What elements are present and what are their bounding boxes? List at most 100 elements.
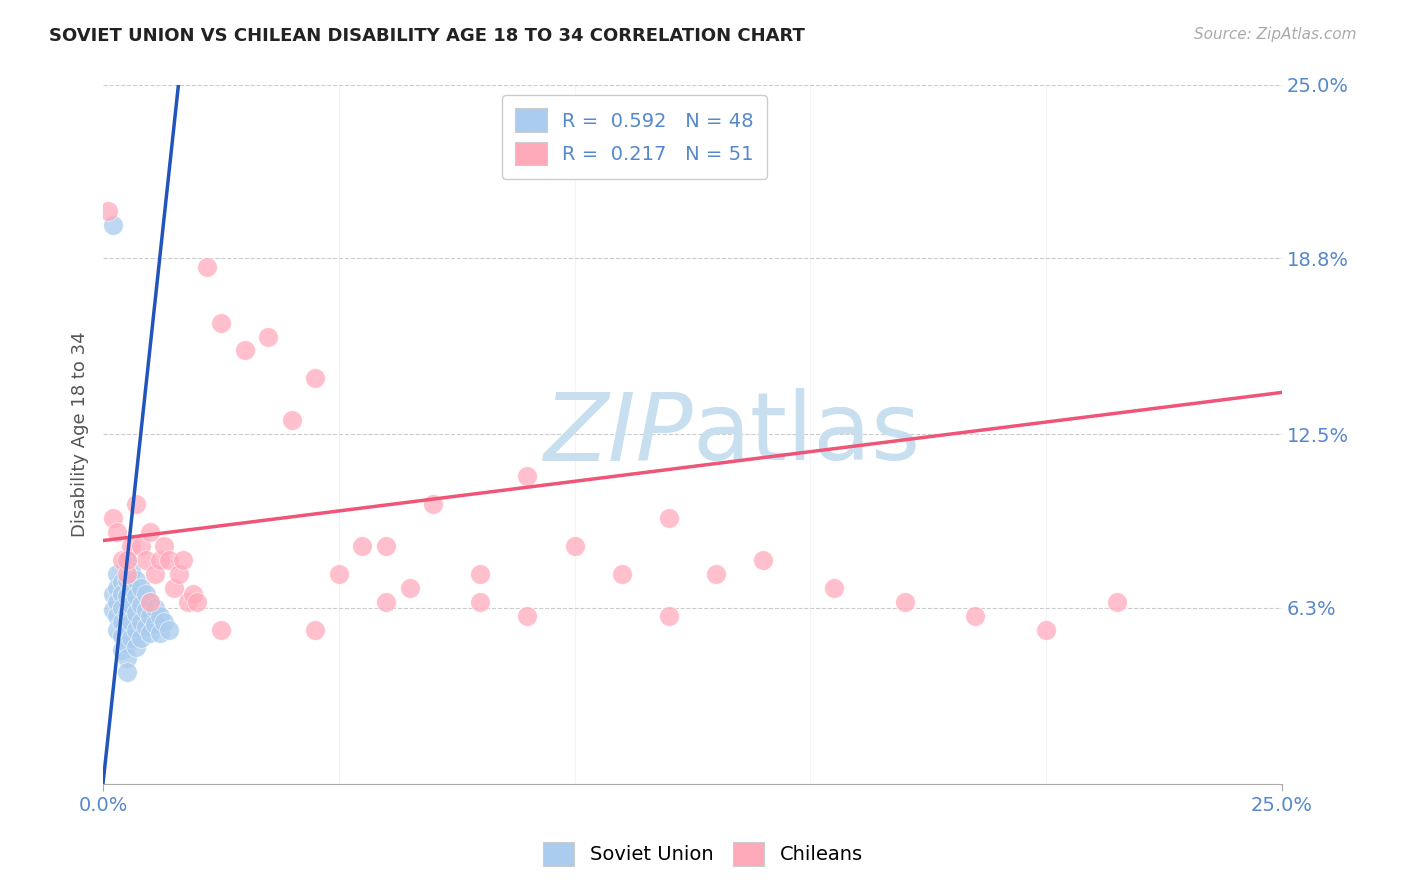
Point bbox=[129, 632, 152, 646]
Point bbox=[129, 615, 152, 629]
Point bbox=[257, 329, 280, 343]
Point bbox=[139, 609, 162, 624]
Text: atlas: atlas bbox=[693, 388, 921, 481]
Point bbox=[115, 623, 138, 637]
Point bbox=[143, 567, 166, 582]
Point bbox=[120, 598, 142, 612]
Point bbox=[125, 640, 148, 654]
Point bbox=[111, 600, 134, 615]
Point bbox=[135, 587, 157, 601]
Point bbox=[157, 623, 180, 637]
Point bbox=[143, 600, 166, 615]
Point bbox=[135, 603, 157, 617]
Point bbox=[111, 642, 134, 657]
Point bbox=[129, 581, 152, 595]
Point bbox=[375, 539, 398, 553]
Point bbox=[115, 665, 138, 679]
Point bbox=[115, 573, 138, 587]
Point bbox=[139, 595, 162, 609]
Point bbox=[149, 609, 172, 624]
Point bbox=[101, 511, 124, 525]
Point bbox=[375, 595, 398, 609]
Y-axis label: Disability Age 18 to 34: Disability Age 18 to 34 bbox=[72, 332, 89, 537]
Point bbox=[328, 567, 350, 582]
Point bbox=[139, 595, 162, 609]
Point bbox=[157, 553, 180, 567]
Point bbox=[101, 587, 124, 601]
Point bbox=[125, 623, 148, 637]
Point bbox=[149, 553, 172, 567]
Point bbox=[516, 469, 538, 483]
Point bbox=[516, 609, 538, 624]
Point bbox=[139, 625, 162, 640]
Point bbox=[125, 590, 148, 604]
Point bbox=[105, 623, 128, 637]
Point bbox=[105, 525, 128, 540]
Point bbox=[135, 620, 157, 634]
Point bbox=[120, 581, 142, 595]
Point bbox=[398, 581, 420, 595]
Point bbox=[1035, 623, 1057, 637]
Point bbox=[304, 623, 326, 637]
Point bbox=[115, 553, 138, 567]
Point bbox=[105, 567, 128, 582]
Point bbox=[186, 595, 208, 609]
Point bbox=[752, 553, 775, 567]
Text: ZIP: ZIP bbox=[543, 389, 693, 480]
Point bbox=[610, 567, 633, 582]
Point bbox=[105, 595, 128, 609]
Legend: Soviet Union, Chileans: Soviet Union, Chileans bbox=[536, 834, 870, 873]
Point bbox=[823, 581, 845, 595]
Legend: R =  0.592   N = 48, R =  0.217   N = 51: R = 0.592 N = 48, R = 0.217 N = 51 bbox=[502, 95, 768, 179]
Point bbox=[564, 539, 586, 553]
Point bbox=[143, 617, 166, 632]
Point bbox=[658, 609, 681, 624]
Point bbox=[105, 609, 128, 624]
Point bbox=[965, 609, 987, 624]
Point bbox=[111, 629, 134, 643]
Point bbox=[115, 553, 138, 567]
Point bbox=[167, 567, 190, 582]
Point bbox=[115, 590, 138, 604]
Point bbox=[209, 623, 232, 637]
Point bbox=[129, 539, 152, 553]
Point bbox=[153, 615, 176, 629]
Point bbox=[658, 511, 681, 525]
Point bbox=[101, 218, 124, 232]
Point bbox=[125, 573, 148, 587]
Point bbox=[115, 606, 138, 620]
Point bbox=[129, 598, 152, 612]
Point bbox=[352, 539, 374, 553]
Point bbox=[304, 371, 326, 385]
Point bbox=[181, 587, 204, 601]
Point bbox=[280, 413, 302, 427]
Point bbox=[209, 316, 232, 330]
Point bbox=[120, 564, 142, 578]
Point bbox=[470, 567, 492, 582]
Point bbox=[125, 606, 148, 620]
Point bbox=[120, 632, 142, 646]
Point bbox=[97, 203, 120, 218]
Point bbox=[111, 615, 134, 629]
Point bbox=[172, 553, 194, 567]
Point bbox=[125, 497, 148, 511]
Point bbox=[111, 575, 134, 590]
Point bbox=[135, 553, 157, 567]
Point bbox=[149, 625, 172, 640]
Point bbox=[115, 567, 138, 582]
Point bbox=[422, 497, 444, 511]
Point bbox=[139, 525, 162, 540]
Point bbox=[163, 581, 186, 595]
Point bbox=[177, 595, 200, 609]
Point bbox=[120, 539, 142, 553]
Point bbox=[233, 343, 256, 358]
Point bbox=[101, 603, 124, 617]
Point bbox=[111, 553, 134, 567]
Text: Source: ZipAtlas.com: Source: ZipAtlas.com bbox=[1194, 27, 1357, 42]
Point bbox=[153, 539, 176, 553]
Point bbox=[1105, 595, 1128, 609]
Point bbox=[111, 587, 134, 601]
Point bbox=[120, 615, 142, 629]
Point bbox=[704, 567, 727, 582]
Point bbox=[195, 260, 218, 274]
